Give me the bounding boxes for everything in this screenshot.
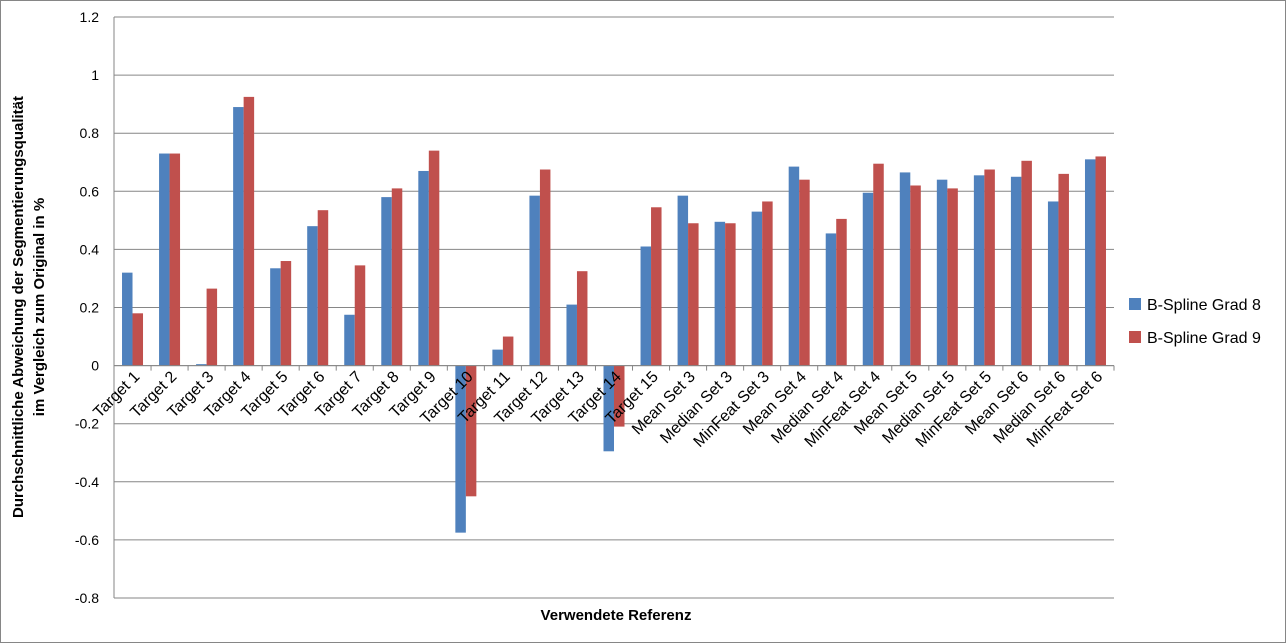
y-axis-title-line: Durchschnittliche Abweichung der Segment…: [10, 96, 27, 518]
bar-grad8: [418, 170, 429, 366]
bar-grad8: [825, 233, 837, 366]
bar-grad9: [169, 153, 181, 366]
bar-grad9: [688, 223, 699, 366]
y-tick-labels: 1.2 1 0.8 0.6 0.4 0.2 0 -0.2 -0.4 -0.6 -0.8: [75, 9, 99, 606]
bar-grad8: [122, 272, 133, 366]
bar-grad9: [1095, 156, 1106, 366]
bar-grad9: [502, 336, 514, 366]
y-axis-title-line: im Vergleich zum Original in %: [31, 198, 48, 416]
bar-grad9: [243, 96, 255, 366]
y-tick-label: -0.6: [75, 532, 99, 548]
legend-label: B-Spline Grad 8: [1147, 297, 1261, 314]
legend-label: B-Spline Grad 9: [1147, 330, 1261, 347]
x-axis-title: Verwendete Referenz: [541, 607, 692, 624]
bar-grad9: [206, 288, 218, 366]
bar-grad8: [899, 172, 911, 366]
bar-grad9: [576, 271, 588, 366]
bar-grad8: [344, 314, 355, 366]
bar-grad9: [317, 210, 329, 366]
bar-grad9: [280, 261, 292, 366]
y-tick-label: 0.8: [80, 125, 100, 141]
bar-grad9: [651, 207, 662, 366]
bar-grad9: [539, 169, 551, 366]
legend-swatch: [1129, 298, 1141, 310]
bar-grad9: [132, 313, 144, 366]
bar-grad9: [1021, 160, 1032, 366]
bar-grad8: [529, 195, 540, 366]
bar-grad8: [788, 166, 800, 366]
bar-grad9: [799, 179, 810, 366]
bar-grad8: [1084, 159, 1096, 366]
bar-grad8: [233, 107, 244, 366]
bar-grad8: [381, 197, 392, 366]
gridlines: [114, 16, 1114, 599]
bar-grad9: [614, 365, 625, 427]
bar-grad9: [354, 265, 366, 366]
bar-grad9: [947, 188, 958, 366]
bars: [122, 96, 1106, 533]
bar-grad9: [836, 218, 847, 366]
bar-grad9: [762, 201, 773, 366]
y-tick-label: 0.2: [80, 300, 100, 316]
bar-grad8: [566, 304, 577, 366]
bar-grad8: [1047, 201, 1059, 366]
bar-grad9: [873, 163, 884, 366]
bar-grad9: [391, 188, 403, 366]
y-tick-label: 0.4: [80, 241, 100, 257]
bar-grad8: [196, 364, 207, 366]
bar-grad8: [1010, 176, 1022, 366]
bar-grad8: [159, 153, 170, 366]
bar-grad9: [465, 365, 477, 497]
bar-grad9: [910, 185, 921, 366]
axes: [113, 17, 1115, 598]
bar-grad8: [455, 365, 466, 533]
bar-grad9: [428, 150, 440, 366]
bar-grad9: [984, 169, 995, 366]
bar-grad8: [307, 226, 318, 366]
y-tick-label: -0.8: [75, 590, 99, 606]
bar-grad8: [677, 195, 689, 366]
bar-grad8: [973, 175, 985, 366]
y-tick-label: 0.6: [80, 183, 100, 199]
y-tick-label: -0.2: [75, 416, 99, 432]
y-tick-label: 0: [91, 358, 99, 374]
bar-grad8: [270, 268, 281, 366]
y-tick-label: -0.4: [75, 474, 99, 490]
legend: B-Spline Grad 8 B-Spline Grad 9: [1129, 297, 1261, 347]
bar-grad8: [936, 179, 948, 366]
y-axis-title: Durchschnittliche Abweichung der Segment…: [10, 96, 48, 518]
bar-grad8: [751, 211, 763, 366]
y-tick-label: 1.2: [80, 9, 100, 25]
bar-grad8: [714, 221, 726, 366]
bar-grad9: [725, 223, 736, 366]
bar-grad8: [640, 246, 652, 366]
legend-swatch: [1129, 331, 1141, 343]
bar-grad9: [1058, 173, 1069, 366]
bar-grad8: [862, 192, 874, 366]
y-tick-label: 1: [91, 67, 99, 83]
bar-grad8: [603, 365, 614, 452]
bar-grad8: [492, 349, 503, 366]
